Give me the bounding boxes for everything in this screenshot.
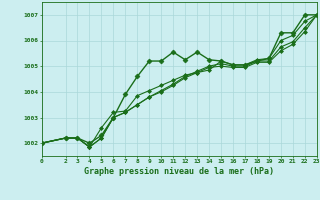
X-axis label: Graphe pression niveau de la mer (hPa): Graphe pression niveau de la mer (hPa): [84, 167, 274, 176]
